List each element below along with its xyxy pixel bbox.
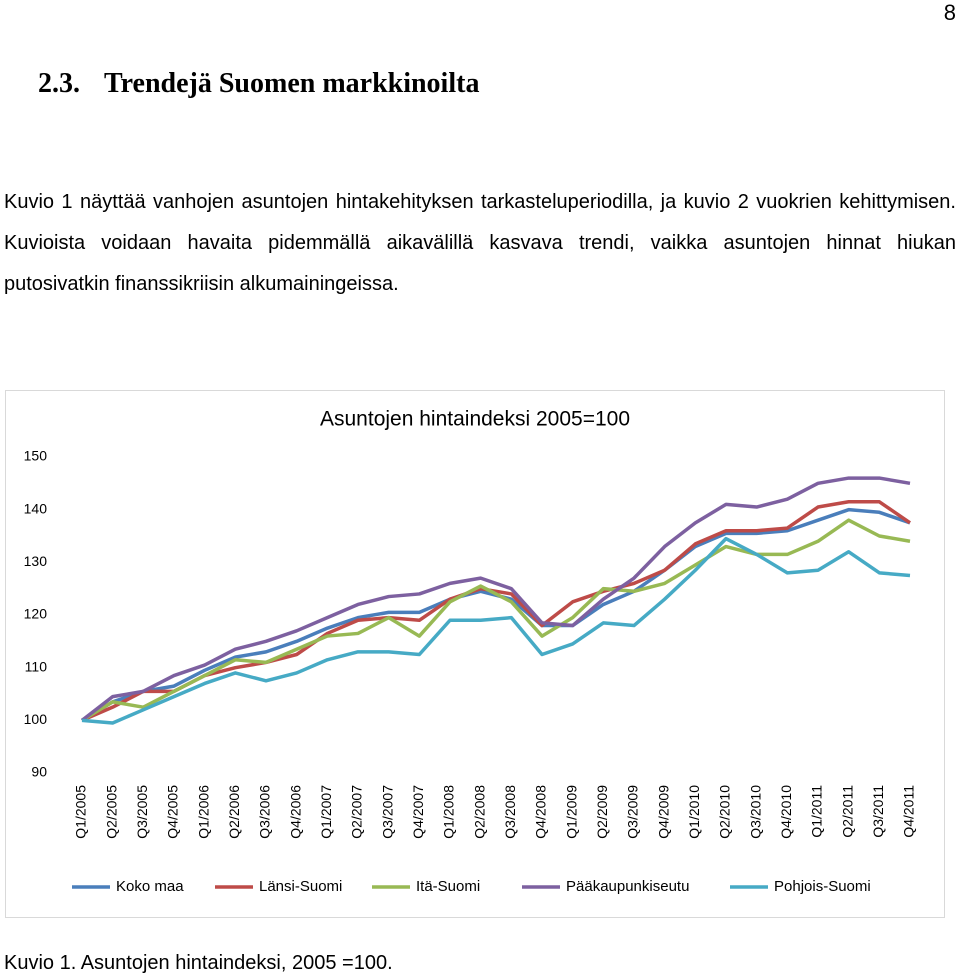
x-tick-label: Q4/2011 (901, 785, 917, 838)
x-tick-label: Q4/2008 (533, 785, 549, 839)
series-line (81, 518, 911, 722)
y-tick-label: 130 (24, 553, 48, 569)
x-tick-label: Q1/2011 (809, 785, 825, 838)
x-tick-label: Q1/2009 (563, 785, 579, 839)
legend-label: Koko maa (116, 878, 184, 895)
x-tick-label: Q3/2006 (257, 785, 273, 839)
x-tick-label: Q3/2007 (379, 785, 395, 839)
x-tick-label: Q4/2005 (165, 785, 181, 839)
y-tick-label: 120 (24, 606, 48, 622)
x-tick-label: Q2/2010 (717, 785, 733, 839)
legend-label: Pohjois-Suomi (774, 878, 871, 895)
x-tick-label: Q4/2006 (287, 785, 303, 839)
x-tick-label: Q4/2007 (410, 785, 426, 839)
x-tick-label: Q1/2008 (441, 785, 457, 839)
legend-label: Pääkaupunkiseutu (566, 878, 689, 895)
heading-title: Trendejä Suomen markkinoilta (104, 68, 480, 99)
x-tick-label: Q3/2005 (134, 785, 150, 839)
chart-frame (5, 390, 945, 918)
x-tick-label: Q1/2010 (686, 785, 702, 839)
x-tick-label: Q2/2006 (226, 785, 242, 839)
legend-label: Itä-Suomi (416, 878, 480, 895)
y-tick-label: 150 (24, 448, 48, 464)
x-tick-label: Q3/2008 (502, 785, 518, 839)
y-tick-label: 90 (31, 764, 47, 780)
x-tick-label: Q4/2009 (655, 785, 671, 839)
x-tick-label: Q3/2010 (747, 785, 763, 839)
y-tick-label: 110 (25, 658, 48, 674)
x-tick-label: Q4/2010 (778, 785, 794, 839)
series-line (81, 500, 911, 722)
caption: Kuvio 1. Asuntojen hintaindeksi, 2005 =1… (4, 952, 393, 974)
x-tick-label: Q1/2005 (73, 785, 89, 839)
x-tick-label: Q3/2009 (625, 785, 641, 839)
heading-number: 2.3. (38, 68, 80, 99)
x-tick-label: Q2/2009 (594, 785, 610, 839)
chart: Asuntojen hintaindeksi 2005=100 90 100 110… (5, 390, 945, 918)
x-tick-label: Q1/2006 (195, 785, 211, 839)
x-tick-label: Q3/2011 (870, 785, 886, 838)
x-tick-label: Q2/2005 (103, 785, 119, 839)
x-tick-label: Q1/2007 (318, 785, 334, 839)
y-tick-label: 140 (24, 500, 48, 516)
heading: 2.3. Trendejä Suomen markkinoilta (38, 68, 503, 100)
page-number: 8 (943, 0, 956, 25)
paragraph: Kuvio 1 näyttää vanhojen asuntojen hinta… (4, 191, 956, 295)
x-tick-label: Q2/2011 (839, 785, 855, 838)
y-tick-label: 100 (24, 711, 48, 727)
series-line (81, 536, 911, 725)
legend-label: Länsi-Suomi (259, 878, 342, 895)
series-line (80, 476, 911, 722)
x-tick-label: Q2/2007 (349, 785, 365, 839)
x-tick-label: Q2/2008 (471, 785, 487, 839)
chart-title: Asuntojen hintaindeksi 2005=100 (320, 408, 630, 431)
